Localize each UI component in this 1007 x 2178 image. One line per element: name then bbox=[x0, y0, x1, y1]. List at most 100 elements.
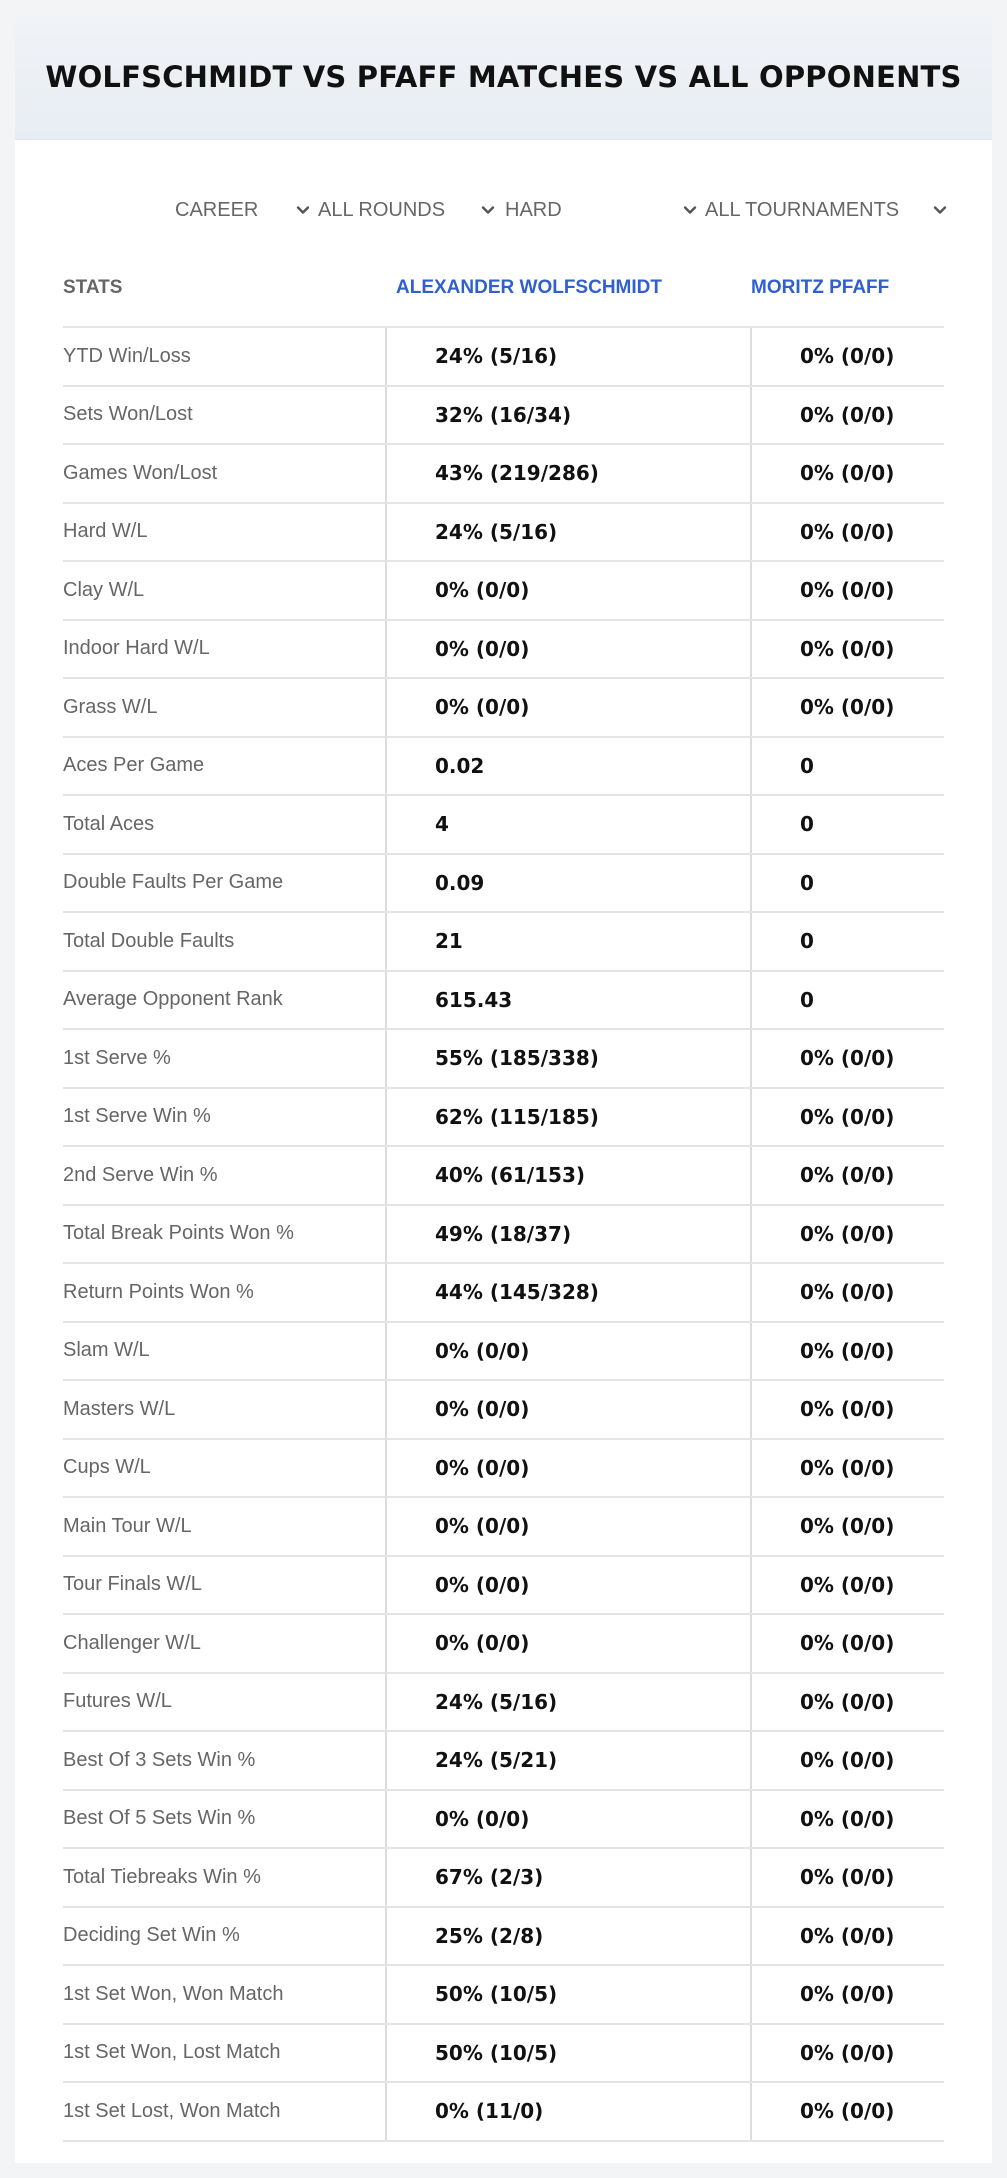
player1-value: 0.02 bbox=[385, 736, 751, 796]
table-row: Return Points Won % 44% (145/328) 0% (0/0) bbox=[63, 1263, 944, 1323]
player2-value: 0 bbox=[750, 970, 944, 1030]
stat-label: Sets Won/Lost bbox=[63, 385, 386, 445]
stats-card: WOLFSCHMIDT VS PFAFF MATCHES VS ALL OPPO… bbox=[15, 15, 992, 2163]
player1-value: 0% (0/0) bbox=[385, 1614, 751, 1674]
filter-period-select[interactable]: CAREER bbox=[175, 190, 313, 230]
table-row: Futures W/L 24% (5/16) 0% (0/0) bbox=[63, 1672, 944, 1732]
stat-label: Clay W/L bbox=[63, 561, 386, 621]
player2-value: 0% (0/0) bbox=[750, 1321, 944, 1381]
stat-label: Double Faults Per Game bbox=[63, 853, 386, 913]
player2-value: 0% (0/0) bbox=[750, 385, 944, 445]
chevron-down-icon bbox=[478, 200, 498, 220]
table-row: Total Break Points Won % 49% (18/37) 0% (0… bbox=[63, 1204, 944, 1264]
stat-label: 1st Set Lost, Won Match bbox=[63, 2082, 386, 2142]
table-row: 1st Set Won, Lost Match 50% (10/5) 0% (0/0… bbox=[63, 2023, 944, 2083]
table-row: 1st Set Won, Won Match 50% (10/5) 0% (0/0) bbox=[63, 1965, 944, 2025]
table-row: Indoor Hard W/L 0% (0/0) 0% (0/0) bbox=[63, 619, 944, 679]
table-row: 1st Set Lost, Won Match 0% (11/0) 0% (0/0) bbox=[63, 2082, 944, 2142]
table-row: Clay W/L 0% (0/0) 0% (0/0) bbox=[63, 561, 944, 621]
stat-label: Grass W/L bbox=[63, 678, 386, 738]
player2-value: 0% (0/0) bbox=[750, 1672, 944, 1732]
table-row: Slam W/L 0% (0/0) 0% (0/0) bbox=[63, 1321, 944, 1381]
player1-value: 0% (0/0) bbox=[385, 561, 751, 621]
player2-value: 0% (0/0) bbox=[750, 1848, 944, 1908]
player1-value: 0% (0/0) bbox=[385, 1789, 751, 1849]
player1-value: 24% (5/16) bbox=[385, 1672, 751, 1732]
player1-value: 24% (5/16) bbox=[385, 327, 751, 387]
stat-label: Total Break Points Won % bbox=[63, 1204, 386, 1264]
player1-value: 32% (16/34) bbox=[385, 385, 751, 445]
table-row: Deciding Set Win % 25% (2/8) 0% (0/0) bbox=[63, 1906, 944, 1966]
table-row: YTD Win/Loss 24% (5/16) 0% (0/0) bbox=[63, 327, 944, 387]
stat-label: YTD Win/Loss bbox=[63, 327, 386, 387]
stat-label: Best Of 3 Sets Win % bbox=[63, 1731, 386, 1791]
player2-value: 0% (0/0) bbox=[750, 1789, 944, 1849]
player2-value: 0% (0/0) bbox=[750, 327, 944, 387]
player2-value: 0% (0/0) bbox=[750, 1438, 944, 1498]
table-row: Hard W/L 24% (5/16) 0% (0/0) bbox=[63, 502, 944, 562]
stat-label: Aces Per Game bbox=[63, 736, 386, 796]
filter-surface-value: HARD bbox=[505, 198, 562, 221]
stat-label: Challenger W/L bbox=[63, 1614, 386, 1674]
stat-label: Return Points Won % bbox=[63, 1263, 386, 1323]
player2-value: 0 bbox=[750, 912, 944, 972]
table-row: Average Opponent Rank 615.43 0 bbox=[63, 970, 944, 1030]
player1-value: 25% (2/8) bbox=[385, 1906, 751, 1966]
player1-value: 615.43 bbox=[385, 970, 751, 1030]
player1-value: 0.09 bbox=[385, 853, 751, 913]
player1-column-header[interactable]: ALEXANDER WOLFSCHMIDT bbox=[386, 243, 751, 328]
player2-value: 0% (0/0) bbox=[750, 1965, 944, 2025]
table-row: Tour Finals W/L 0% (0/0) 0% (0/0) bbox=[63, 1555, 944, 1615]
stat-label: 2nd Serve Win % bbox=[63, 1146, 386, 1206]
player1-value: 50% (10/5) bbox=[385, 1965, 751, 2025]
player2-value: 0% (0/0) bbox=[750, 2082, 944, 2142]
player1-value: 43% (219/286) bbox=[385, 444, 751, 504]
player2-value: 0% (0/0) bbox=[750, 1380, 944, 1440]
player1-value: 0% (0/0) bbox=[385, 678, 751, 738]
player2-value: 0% (0/0) bbox=[750, 1906, 944, 1966]
chevron-down-icon bbox=[930, 200, 950, 220]
stat-label: Total Tiebreaks Win % bbox=[63, 1848, 386, 1908]
player1-value: 0% (0/0) bbox=[385, 1497, 751, 1557]
stats-column-header: STATS bbox=[63, 243, 386, 328]
filter-surface-select[interactable]: HARD bbox=[505, 190, 700, 230]
player2-value: 0% (0/0) bbox=[750, 619, 944, 679]
table-row: Total Double Faults 21 0 bbox=[63, 912, 944, 972]
player1-value: 62% (115/185) bbox=[385, 1087, 751, 1147]
player1-value: 44% (145/328) bbox=[385, 1263, 751, 1323]
player1-value: 49% (18/37) bbox=[385, 1204, 751, 1264]
player1-value: 0% (11/0) bbox=[385, 2082, 751, 2142]
stat-label: Main Tour W/L bbox=[63, 1497, 386, 1557]
stat-label: 1st Serve % bbox=[63, 1029, 386, 1089]
table-row: Cups W/L 0% (0/0) 0% (0/0) bbox=[63, 1438, 944, 1498]
table-row: Total Tiebreaks Win % 67% (2/3) 0% (0/0) bbox=[63, 1848, 944, 1908]
stat-label: Deciding Set Win % bbox=[63, 1906, 386, 1966]
stats-table: STATS ALEXANDER WOLFSCHMIDT MORITZ PFAFF… bbox=[63, 243, 944, 2142]
player2-value: 0% (0/0) bbox=[750, 1087, 944, 1147]
player2-value: 0% (0/0) bbox=[750, 678, 944, 738]
player2-column-header[interactable]: MORITZ PFAFF bbox=[751, 243, 944, 328]
stat-label: 1st Set Won, Won Match bbox=[63, 1965, 386, 2025]
player2-value: 0% (0/0) bbox=[750, 1029, 944, 1089]
filter-tournaments-select[interactable]: ALL TOURNAMENTS bbox=[705, 190, 950, 230]
player1-value: 67% (2/3) bbox=[385, 1848, 751, 1908]
player1-value: 24% (5/21) bbox=[385, 1731, 751, 1791]
table-row: Challenger W/L 0% (0/0) 0% (0/0) bbox=[63, 1614, 944, 1674]
player2-value: 0% (0/0) bbox=[750, 502, 944, 562]
chevron-down-icon bbox=[680, 200, 700, 220]
filter-rounds-value: ALL ROUNDS bbox=[318, 198, 446, 221]
player2-value: 0% (0/0) bbox=[750, 1263, 944, 1323]
stat-label: Tour Finals W/L bbox=[63, 1555, 386, 1615]
player1-value: 0% (0/0) bbox=[385, 1321, 751, 1381]
filter-rounds-select[interactable]: ALL ROUNDS bbox=[318, 190, 498, 230]
player2-value: 0% (0/0) bbox=[750, 1204, 944, 1264]
stat-label: 1st Set Won, Lost Match bbox=[63, 2023, 386, 2083]
filter-tournaments-value: ALL TOURNAMENTS bbox=[705, 198, 900, 221]
player2-value: 0 bbox=[750, 736, 944, 796]
stat-label: Average Opponent Rank bbox=[63, 970, 386, 1030]
table-row: Best Of 3 Sets Win % 24% (5/21) 0% (0/0) bbox=[63, 1731, 944, 1791]
table-row: Total Aces 4 0 bbox=[63, 795, 944, 855]
stat-label: Best Of 5 Sets Win % bbox=[63, 1789, 386, 1849]
stat-label: Futures W/L bbox=[63, 1672, 386, 1732]
player1-value: 0% (0/0) bbox=[385, 1555, 751, 1615]
